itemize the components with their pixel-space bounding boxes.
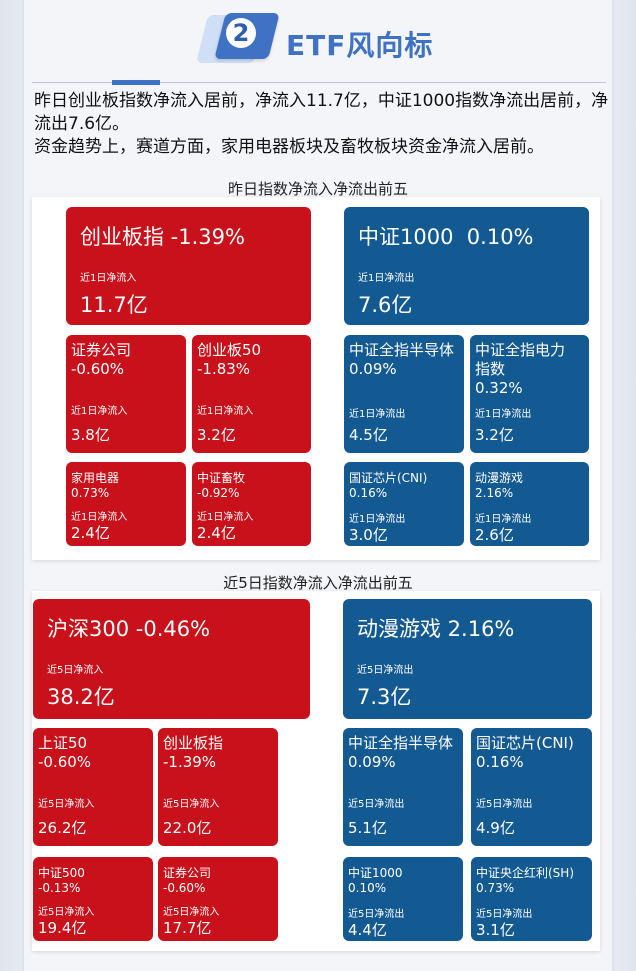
flow-amount: 7.6亿: [358, 293, 413, 317]
flow-amount: 4.4亿: [348, 921, 387, 939]
flow-label: 近5日净流出: [348, 799, 405, 810]
flow-amount: 4.5亿: [349, 426, 388, 444]
index-name-change: 创业板指 -1.39%: [163, 734, 224, 771]
section2-outflow-tile: 动漫游戏 2.16% 近5日净流出 7.3亿: [343, 599, 592, 719]
flow-label: 近5日净流入: [38, 799, 95, 810]
flow-label: 近1日净流入: [71, 406, 128, 417]
intro-line-1: 昨日创业板指数净流入居前，净流入11.7亿，中证1000指数净流出居前，净流出7…: [34, 91, 609, 134]
section2-inflow-tile: 沪深300 -0.46% 近5日净流入 38.2亿: [33, 599, 310, 719]
section-number-badge: 2: [196, 13, 280, 63]
flow-label: 近5日净流出: [476, 909, 533, 920]
section2-panel: 沪深300 -0.46% 近5日净流入 38.2亿上证50 -0.60% 近5日净流入…: [32, 591, 600, 951]
section-number: 2: [226, 18, 256, 48]
header-accent-bar: [112, 80, 160, 85]
flow-label: 近1日净流入: [80, 273, 137, 284]
flow-amount: 4.9亿: [476, 819, 515, 837]
section1-outflow-tile: 国证芯片(CNI) 0.16% 近1日净流出 3.0亿: [344, 462, 464, 546]
index-name-change: 动漫游戏 2.16%: [357, 617, 515, 641]
section2-title: 近5日指数净流入净流出前五: [223, 574, 413, 592]
index-name-change: 中证1000 0.10%: [358, 225, 534, 249]
index-name-change: 中证1000 0.10%: [348, 866, 403, 895]
index-name-change: 沪深300 -0.46%: [47, 617, 211, 641]
flow-label: 近1日净流入: [197, 512, 254, 523]
flow-amount: 2.6亿: [475, 526, 514, 544]
section-title: ETF风向标: [286, 29, 434, 62]
flow-amount: 22.0亿: [163, 819, 212, 837]
section1-inflow-tile: 证券公司 -0.60% 近1日净流入 3.8亿: [66, 335, 186, 453]
flow-amount: 3.8亿: [71, 426, 110, 444]
section1-outflow-tile: 动漫游戏 2.16% 近1日净流出 2.6亿: [470, 462, 589, 546]
header-divider: [32, 82, 606, 83]
flow-amount: 11.7亿: [80, 293, 148, 317]
flow-label: 近1日净流出: [349, 514, 406, 525]
flow-amount: 7.3亿: [357, 685, 412, 709]
index-name-change: 中证全指半导体 0.09%: [348, 734, 454, 771]
index-name-change: 上证50 -0.60%: [38, 734, 92, 771]
flow-label: 近1日净流出: [475, 514, 532, 525]
flow-amount: 3.2亿: [197, 426, 236, 444]
index-name-change: 动漫游戏 2.16%: [475, 471, 524, 500]
flow-label: 近5日净流出: [357, 665, 414, 676]
section1-outflow-tile: 中证全指电力 指数 0.32% 近1日净流出 3.2亿: [470, 335, 589, 453]
section1-inflow-tile: 中证畜牧 -0.92% 近1日净流入 2.4亿: [192, 462, 311, 546]
section2-outflow-tile: 中证央企红利(SH) 0.73% 近5日净流出 3.1亿: [471, 857, 592, 941]
intro-line-2: 资金趋势上，赛道方面，家用电器板块及畜牧板块资金净流入居前。: [34, 137, 544, 157]
flow-amount: 38.2亿: [47, 685, 115, 709]
section1-inflow-tile: 创业板指 -1.39% 近1日净流入 11.7亿: [66, 207, 311, 325]
section1-outflow-tile: 中证1000 0.10% 近1日净流出 7.6亿: [344, 207, 589, 325]
flow-amount: 2.4亿: [71, 524, 110, 542]
section1-outflow-tile: 中证全指半导体 0.09% 近1日净流出 4.5亿: [344, 335, 464, 453]
section1-inflow-tile: 创业板50 -1.83% 近1日净流入 3.2亿: [192, 335, 311, 453]
flow-label: 近5日净流出: [348, 909, 405, 920]
flow-amount: 17.7亿: [163, 919, 212, 937]
intro-text: 昨日创业板指数净流入居前，净流入11.7亿，中证1000指数净流出居前，净流出7…: [34, 90, 614, 159]
section2-outflow-tile: 中证全指半导体 0.09% 近5日净流出 5.1亿: [343, 728, 463, 846]
index-name-change: 中证央企红利(SH) 0.73%: [476, 866, 575, 895]
flow-label: 近1日净流入: [197, 406, 254, 417]
flow-amount: 5.1亿: [348, 819, 387, 837]
index-name-change: 国证芯片(CNI) 0.16%: [476, 734, 574, 771]
flow-amount: 26.2亿: [38, 819, 87, 837]
section2-inflow-tile: 上证50 -0.60% 近5日净流入 26.2亿: [33, 728, 153, 846]
index-name-change: 中证全指半导体 0.09%: [349, 341, 455, 378]
section1-panel: 创业板指 -1.39% 近1日净流入 11.7亿证券公司 -0.60% 近1日净流入 3…: [32, 197, 600, 560]
flow-label: 近5日净流出: [476, 799, 533, 810]
index-name-change: 证券公司 -0.60%: [163, 866, 212, 895]
section2-inflow-tile: 证券公司 -0.60% 近5日净流入 17.7亿: [158, 857, 278, 941]
flow-amount: 3.0亿: [349, 526, 388, 544]
flow-label: 近5日净流入: [163, 799, 220, 810]
flow-label: 近1日净流出: [475, 409, 532, 420]
flow-label: 近1日净流出: [349, 409, 406, 420]
flow-amount: 3.2亿: [475, 426, 514, 444]
flow-label: 近1日净流入: [71, 512, 128, 523]
section2-outflow-tile: 中证1000 0.10% 近5日净流出 4.4亿: [343, 857, 463, 941]
flow-amount: 3.1亿: [476, 921, 515, 939]
flow-label: 近5日净流入: [163, 907, 220, 918]
flow-amount: 2.4亿: [197, 524, 236, 542]
section2-inflow-tile: 中证500 -0.13% 近5日净流入 19.4亿: [33, 857, 153, 941]
flow-amount: 19.4亿: [38, 919, 87, 937]
section2-inflow-tile: 创业板指 -1.39% 近5日净流入 22.0亿: [158, 728, 278, 846]
index-name-change: 创业板50 -1.83%: [197, 341, 262, 378]
index-name-change: 中证500 -0.13%: [38, 866, 85, 895]
section1-title: 昨日指数净流入净流出前五: [227, 180, 408, 198]
section1-inflow-tile: 家用电器 0.73% 近1日净流入 2.4亿: [66, 462, 186, 546]
flow-label: 近1日净流出: [358, 273, 415, 284]
index-name-change: 家用电器 0.73%: [71, 471, 120, 500]
index-name-change: 创业板指 -1.39%: [80, 225, 245, 249]
index-name-change: 国证芯片(CNI) 0.16%: [349, 471, 428, 500]
flow-label: 近5日净流入: [47, 665, 104, 676]
index-name-change: 证券公司 -0.60%: [71, 341, 132, 378]
section-header: 2 ETF风向标: [24, 0, 612, 90]
flow-label: 近5日净流入: [38, 907, 95, 918]
section2-outflow-tile: 国证芯片(CNI) 0.16% 近5日净流出 4.9亿: [471, 728, 592, 846]
index-name-change: 中证全指电力 指数 0.32%: [475, 341, 566, 397]
index-name-change: 中证畜牧 -0.92%: [197, 471, 246, 500]
